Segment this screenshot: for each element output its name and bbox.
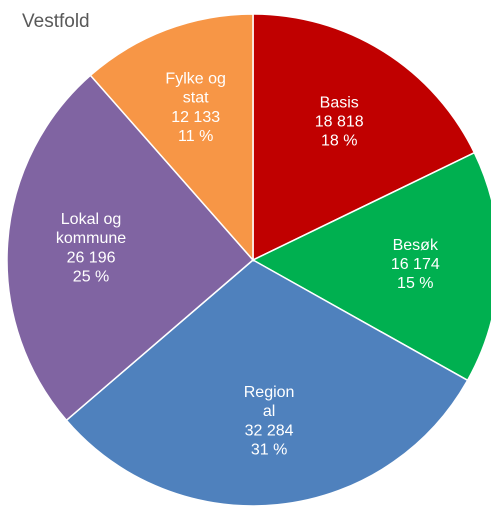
slice-category: Fylke og stat [165, 71, 225, 107]
pie-slice [89, 13, 254, 262]
slices [6, 13, 491, 506]
slice-category: Basis [320, 95, 359, 112]
slice-category: Region al [244, 384, 295, 420]
slice-percentage: 18 % [321, 133, 357, 150]
slice-percentage: 25 % [73, 268, 109, 285]
slice-value: 26 196 [67, 249, 116, 266]
slice-value: 12 133 [171, 109, 220, 126]
slice-category: Besøk [393, 237, 439, 254]
slice-percentage: 31 % [251, 441, 287, 458]
pie-slice [65, 259, 469, 506]
pie-slice [252, 13, 476, 262]
pie-slice [6, 74, 255, 422]
pie-slice [251, 151, 491, 382]
slice-value: 16 174 [391, 256, 440, 273]
slice-category: Lokal og kommune [56, 211, 126, 247]
slice-percentage: 15 % [397, 275, 433, 292]
slice-value: 18 818 [315, 114, 364, 131]
slice-value: 32 284 [245, 422, 294, 439]
slice-percentage: 11 % [178, 128, 213, 145]
chart-title: Vestfold [22, 11, 90, 32]
